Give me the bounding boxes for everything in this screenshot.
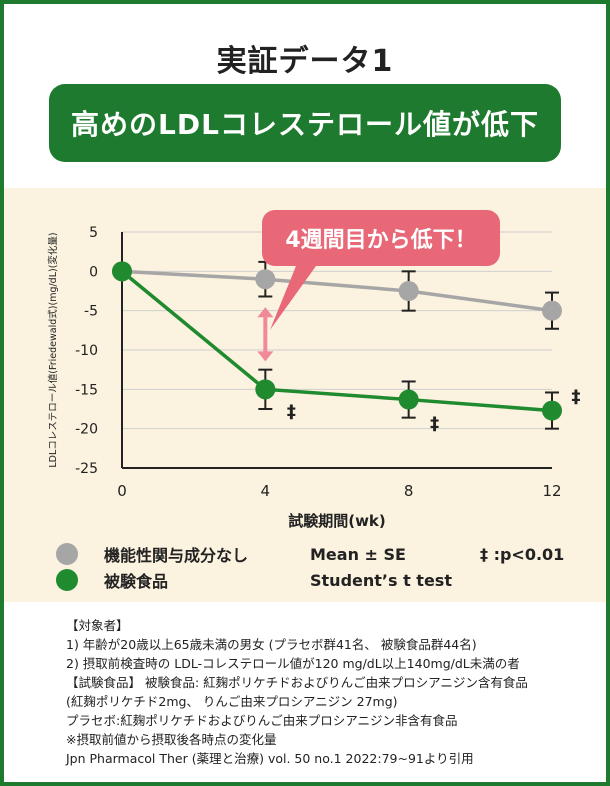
data-point-test bbox=[398, 389, 419, 410]
x-axis-label: 試験期間(wk) bbox=[288, 512, 386, 530]
callout-tail bbox=[270, 266, 316, 330]
data-point-control bbox=[255, 269, 276, 290]
legend-label-test: 被験食品 bbox=[104, 572, 169, 591]
significance-marker: ‡ bbox=[287, 401, 296, 422]
difference-arrow-head-up bbox=[257, 307, 274, 318]
callout-text: 4週間目から低下！ bbox=[285, 228, 476, 253]
legend-label-control: 機能性関与成分なし bbox=[104, 546, 249, 565]
page-heading: 実証データ1 bbox=[216, 44, 394, 79]
y-tick-label: -15 bbox=[75, 382, 98, 398]
note-line: 【試験食品】 被験食品: 紅麹ポリケチドおよびりんご由来プロシアニジン含有食品 bbox=[66, 675, 528, 690]
note-line: 【対象者】 bbox=[66, 618, 129, 633]
note-line: ※摂取前値から摂取後各時点の変化量 bbox=[66, 732, 277, 747]
legend-swatch-control bbox=[56, 543, 78, 565]
study-notes: 【対象者】 1) 年齢が20歳以上65歳未満の男女 (プラセボ群41名、 被験食品… bbox=[66, 616, 586, 768]
data-point-control bbox=[398, 281, 419, 301]
note-line: 2) 摂取前検査時の LDL-コレステロール値が120 mg/dL以上140mg… bbox=[66, 656, 520, 671]
y-tick-label: -25 bbox=[75, 461, 98, 477]
legend-row-1: 機能性関与成分なし Mean ± SE ‡ :p<0.01 bbox=[56, 541, 564, 567]
x-tick-label: 8 bbox=[404, 482, 414, 500]
data-point-control bbox=[542, 300, 562, 321]
x-tick-label: 4 bbox=[261, 482, 271, 500]
data-point-test bbox=[112, 261, 132, 282]
y-tick-label: -10 bbox=[75, 343, 98, 359]
note-line: Jpn Pharmacol Ther (薬理と治療) vol. 50 no.1 … bbox=[66, 751, 474, 766]
chart-panel: 5 0 -5 -10 -15 -20 -25 0 4 8 12 試験期間(wk) LDLコレステロール値… bbox=[4, 188, 606, 602]
significance-marker: ‡ bbox=[572, 387, 581, 408]
stat-method-mean: Mean ± SE bbox=[310, 544, 406, 564]
difference-arrow-head-down bbox=[257, 351, 274, 362]
x-tick-label: 12 bbox=[542, 482, 561, 500]
y-tick-label: 0 bbox=[89, 264, 98, 280]
x-tick-label: 0 bbox=[117, 482, 127, 500]
y-axis-label: LDLコレステロール値(Friedewald式)(mg/dL)(変化量) bbox=[47, 232, 59, 467]
significance-marker: ‡ bbox=[430, 414, 439, 435]
stat-method-test: Student’s t test bbox=[310, 570, 452, 590]
y-tick-label: -5 bbox=[84, 304, 98, 320]
series-line-control bbox=[121, 269, 553, 313]
data-point-test bbox=[542, 400, 562, 421]
y-tick-label: 5 bbox=[89, 225, 98, 241]
legend-swatch-test bbox=[56, 569, 78, 591]
headline-banner: 高めのLDLコレステロール値が低下 bbox=[49, 84, 561, 162]
note-line: 1) 年齢が20歳以上65歳未満の男女 (プラセボ群41名、 被験食品群44名) bbox=[66, 637, 477, 652]
callout-bubble bbox=[262, 210, 500, 266]
note-line: (紅麹ポリケチド2mg、 りんご由来プロシアニジン 27mg) bbox=[66, 694, 398, 709]
note-line: プラセボ:紅麹ポリケチドおよびりんご由来プロシアニジン非含有食品 bbox=[66, 713, 458, 728]
y-tick-label: -20 bbox=[75, 422, 98, 438]
legend-row-2: 被験食品 Student’s t test bbox=[56, 567, 452, 593]
data-point-test bbox=[255, 379, 276, 400]
series-line-test bbox=[120, 269, 553, 413]
ldl-line-chart: 5 0 -5 -10 -15 -20 -25 0 4 8 12 試験期間(wk) LDLコレステロール値… bbox=[47, 210, 581, 530]
significance-note: ‡ :p<0.01 bbox=[480, 544, 565, 564]
